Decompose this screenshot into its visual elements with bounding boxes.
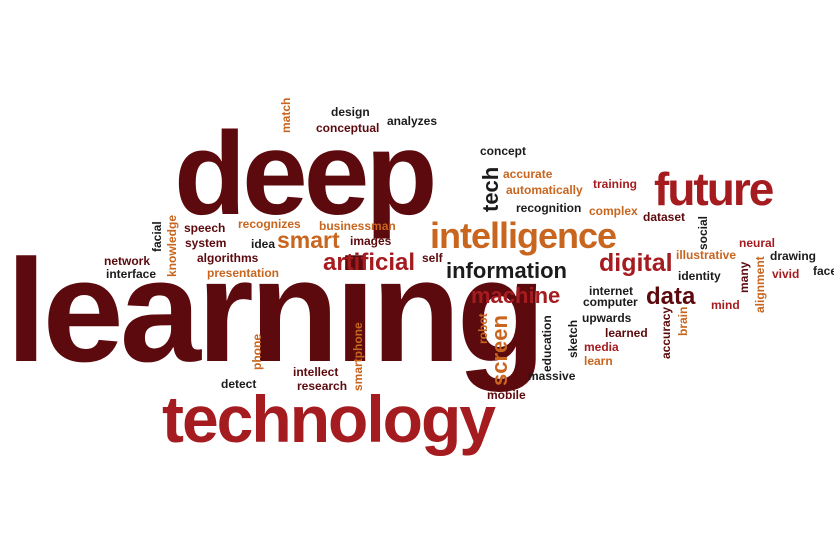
- word-identity: identity: [678, 269, 721, 283]
- word-alignment: alignment: [753, 256, 767, 313]
- word-concept: concept: [480, 144, 527, 158]
- word-research: research: [297, 379, 348, 393]
- word-upwards: upwards: [582, 311, 632, 325]
- word-internet: internet: [589, 284, 634, 298]
- word-neural: neural: [739, 236, 776, 250]
- word-face: face: [813, 264, 834, 278]
- word-training: training: [593, 177, 637, 191]
- word-many: many: [737, 261, 751, 293]
- word-drawing: drawing: [770, 249, 817, 263]
- word-mind: mind: [711, 298, 740, 312]
- word-presentation: presentation: [207, 266, 280, 280]
- word-recognizes: recognizes: [238, 217, 301, 231]
- word-learned: learned: [605, 326, 648, 340]
- word-intelligence: intelligence: [430, 215, 617, 256]
- word-sketch: sketch: [566, 319, 580, 358]
- word-smartphone: smartphone: [351, 322, 365, 391]
- word-artificial: artificial: [323, 249, 416, 276]
- word-system: system: [185, 236, 227, 250]
- word-machine: machine: [471, 283, 561, 308]
- word-intellect: intellect: [293, 365, 339, 379]
- word-robot: robot: [476, 313, 490, 344]
- word-deep: deep: [174, 108, 437, 240]
- word-conceptual: conceptual: [316, 121, 380, 135]
- word-smart: smart: [277, 227, 340, 253]
- word-learn: learn: [584, 354, 613, 368]
- word-businessman: businessman: [319, 219, 396, 233]
- word-information: information: [446, 258, 567, 283]
- word-media: media: [584, 340, 619, 354]
- word-analyzes: analyzes: [387, 114, 438, 128]
- word-learning: learning: [6, 229, 546, 392]
- word-match: match: [279, 97, 293, 133]
- word-computer: computer: [583, 295, 638, 309]
- word-screen: screen: [487, 315, 512, 386]
- word-brain: brain: [676, 306, 690, 336]
- word-knowledge: knowledge: [165, 214, 179, 277]
- word-future: future: [654, 163, 774, 215]
- word-automatically: automatically: [506, 183, 583, 197]
- word-accuracy: accuracy: [659, 306, 673, 359]
- word-complex: complex: [589, 204, 638, 218]
- word-accurate: accurate: [503, 167, 553, 181]
- word-vivid: vivid: [772, 267, 800, 281]
- word-recognition: recognition: [516, 201, 582, 215]
- word-mobile: mobile: [487, 388, 526, 402]
- word-algorithms: algorithms: [197, 251, 259, 265]
- word-interface: interface: [106, 267, 157, 281]
- word-data: data: [646, 283, 696, 310]
- word-design: design: [331, 105, 370, 119]
- word-idea: idea: [251, 237, 276, 251]
- word-images: images: [350, 234, 392, 248]
- word-speech: speech: [184, 221, 226, 235]
- word-massive: massive: [528, 369, 576, 383]
- word-technology: technology: [162, 382, 496, 456]
- word-illustrative: illustrative: [676, 248, 737, 262]
- word-tech: tech: [478, 166, 503, 212]
- word-digital: digital: [599, 249, 673, 277]
- word-social: social: [696, 215, 710, 250]
- word-phone: phone: [250, 334, 264, 370]
- word-dataset: dataset: [643, 210, 686, 224]
- word-facial: facial: [150, 221, 164, 252]
- word-detect: detect: [221, 377, 257, 391]
- word-self: self: [422, 251, 443, 265]
- word-education: education: [540, 315, 554, 372]
- word-network: network: [104, 254, 151, 268]
